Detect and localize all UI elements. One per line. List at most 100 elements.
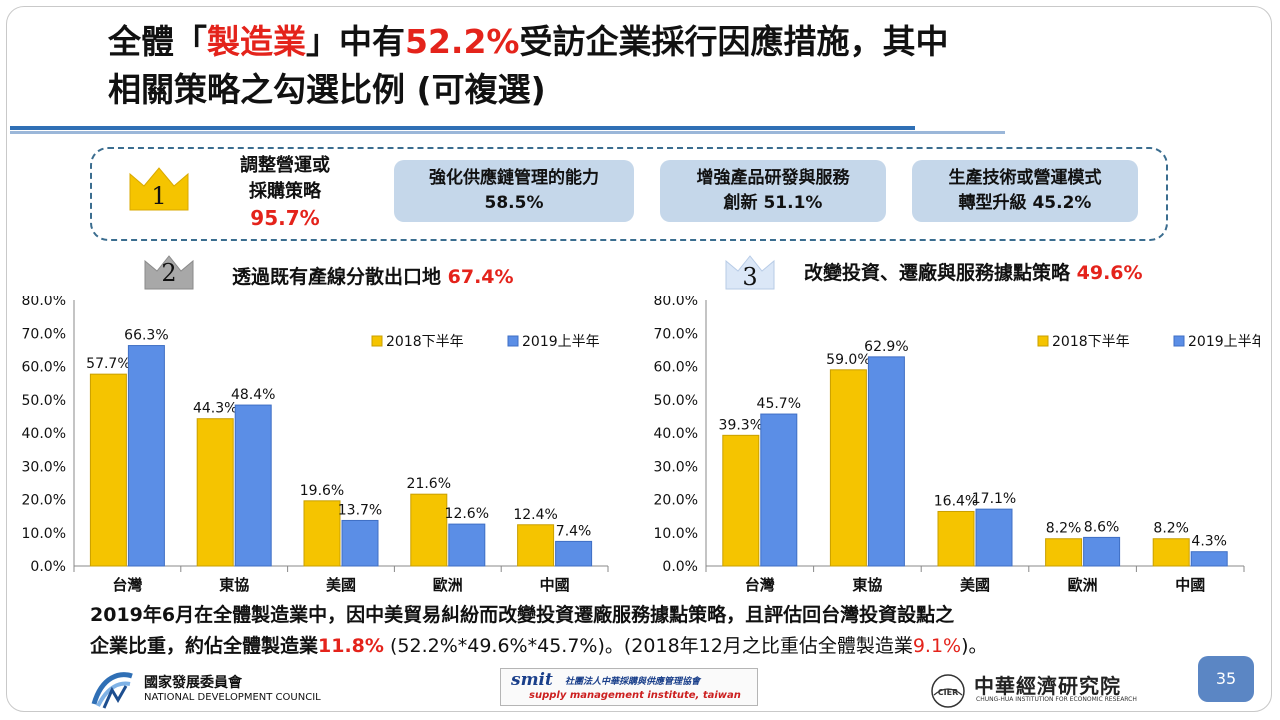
data-label: 62.9%	[864, 339, 908, 355]
data-label: 7.4%	[556, 523, 592, 539]
data-label: 8.2%	[1153, 521, 1189, 537]
bar-2018h2	[829, 369, 867, 567]
ndc-english-name: NATIONAL DEVELOPMENT COUNCIL	[144, 692, 321, 703]
title-industry: 製造業	[207, 22, 306, 61]
chart-1-svg: 0.0% 10.0% 20.0% 30.0% 40.0% 50.0% 60.0% 70.0% 8…	[654, 293, 1266, 594]
y-tick-label: 10.0%	[22, 526, 66, 542]
legend-swatch	[507, 335, 519, 347]
bar-2019h1	[234, 404, 272, 567]
smit-wordmark: smit	[511, 670, 553, 690]
legend-label: 2018下半年	[386, 334, 464, 350]
bar-2018h2	[89, 373, 127, 567]
y-tick-label: 40.0%	[654, 426, 698, 442]
bar-2019h1	[448, 523, 486, 567]
strategy-1-line1: 調整營運或	[240, 155, 330, 176]
strategy-rank-1: 調整營運或 採購策略 95.7%	[210, 153, 360, 233]
smit-logo: smit 社團法人中華採購與供應管理協會 supply management i…	[500, 668, 758, 706]
ndc-logo-icon	[90, 670, 136, 714]
y-tick-label: 40.0%	[22, 426, 66, 442]
y-tick-label: 0.0%	[662, 559, 698, 575]
data-label: 66.3%	[124, 328, 168, 344]
x-category-label: 美國	[326, 576, 356, 594]
smit-chinese-name: 社團法人中華採購與供應管理協會	[565, 677, 701, 687]
y-tick-label: 60.0%	[22, 360, 66, 376]
bar-2019h1	[760, 413, 798, 567]
x-category-label: 東協	[219, 576, 249, 594]
top-strategies-box	[90, 147, 1168, 241]
chart-export-diversification: 0.0% 10.0% 20.0% 30.0% 40.0% 50.0% 60.0% 70.0% 8…	[14, 293, 624, 604]
y-tick-label: 70.0%	[654, 326, 698, 342]
data-label: 13.7%	[338, 502, 382, 518]
bar-2019h1	[867, 356, 905, 567]
x-category-label: 中國	[1175, 576, 1205, 594]
bar-2019h1	[127, 345, 165, 567]
crown-silver-icon: 2	[143, 253, 195, 291]
y-tick-label: 80.0%	[22, 296, 66, 309]
conclusion-text: 2019年6月在全體製造業中，因中美貿易糾紛而改變投資遷廠服務據點策略，且評估回…	[90, 604, 988, 657]
rank-2-label: 透過既有產線分散出口地 67.4%	[232, 266, 514, 288]
x-category-label: 台灣	[745, 576, 775, 594]
strategy-supply-chain: 強化供應鏈管理的能力 58.5%	[394, 160, 634, 222]
legend-label: 2018下半年	[1052, 334, 1130, 350]
x-category-label: 中國	[540, 576, 570, 594]
data-label: 12.6%	[445, 506, 489, 522]
bar-2019h1	[975, 508, 1013, 567]
slide-frame	[6, 6, 1272, 712]
bar-2019h1	[555, 540, 593, 567]
strategy-rd-innovation: 增強產品研發與服務 創新 51.1%	[660, 160, 886, 222]
bar-2018h2	[1045, 538, 1083, 567]
svg-text:CIER: CIER	[938, 688, 958, 697]
y-tick-label: 60.0%	[654, 360, 698, 376]
smit-english-name: supply management institute, taiwan	[529, 690, 741, 701]
data-label: 57.7%	[86, 356, 130, 372]
x-category-label: 歐洲	[1068, 576, 1098, 594]
strategy-transformation: 生產技術或營運模式 轉型升級 45.2%	[912, 160, 1138, 222]
data-label: 45.7%	[757, 396, 801, 412]
data-label: 59.0%	[826, 352, 870, 368]
bar-2018h2	[722, 434, 760, 567]
bar-2018h2	[410, 493, 448, 567]
y-tick-label: 50.0%	[654, 393, 698, 409]
legend-label: 2019上半年	[1188, 334, 1260, 350]
bar-2018h2	[303, 500, 341, 567]
x-category-label: 美國	[960, 576, 990, 594]
data-label: 17.1%	[972, 491, 1016, 507]
data-label: 19.6%	[300, 483, 344, 499]
y-tick-label: 30.0%	[654, 459, 698, 475]
y-tick-label: 10.0%	[654, 526, 698, 542]
chart-0-svg: 0.0% 10.0% 20.0% 30.0% 40.0% 50.0% 60.0% 70.0% 8…	[22, 293, 609, 594]
cier-name: 中華經濟研究院	[974, 674, 1121, 698]
cier-logo-icon: CIER	[928, 673, 968, 713]
conclusion-pct: 11.8%	[318, 635, 384, 657]
y-tick-label: 30.0%	[22, 459, 66, 475]
title-rate: 52.2%	[405, 22, 520, 61]
strategy-1-line2: 採購策略	[249, 181, 321, 202]
title-underline-light	[10, 131, 1005, 134]
data-label: 4.3%	[1191, 534, 1227, 550]
slide-title: 全體「製造業」中有52.2%受訪企業採行因應措施，其中 相關策略之勾選比例 (可…	[108, 22, 949, 109]
bar-2018h2	[1152, 538, 1190, 567]
x-category-label: 台灣	[112, 576, 142, 594]
data-label: 8.6%	[1084, 519, 1120, 535]
y-tick-label: 80.0%	[654, 296, 698, 309]
y-tick-label: 70.0%	[22, 326, 66, 342]
bar-2018h2	[517, 524, 555, 567]
bar-2019h1	[341, 519, 379, 567]
legend-swatch	[1037, 335, 1049, 347]
crown-light-blue-icon: 3	[724, 253, 776, 291]
data-label: 21.6%	[407, 476, 451, 492]
y-tick-label: 50.0%	[22, 393, 66, 409]
y-tick-label: 0.0%	[30, 559, 66, 575]
data-label: 44.3%	[193, 401, 237, 417]
bar-2018h2	[196, 418, 234, 567]
rank-2-number: 2	[161, 259, 177, 287]
x-category-label: 歐洲	[433, 576, 463, 594]
x-category-label: 東協	[852, 576, 882, 594]
rank-3-pct: 49.6%	[1076, 262, 1143, 284]
rank-3-number: 3	[742, 263, 758, 291]
rank-2-pct: 67.4%	[447, 266, 514, 288]
title-underline	[10, 126, 915, 130]
data-label: 39.3%	[719, 417, 763, 433]
rank-1-number: 1	[151, 182, 167, 210]
chart-investment-relocation: 0.0% 10.0% 20.0% 30.0% 40.0% 50.0% 60.0% 70.0% 8…	[646, 293, 1266, 604]
